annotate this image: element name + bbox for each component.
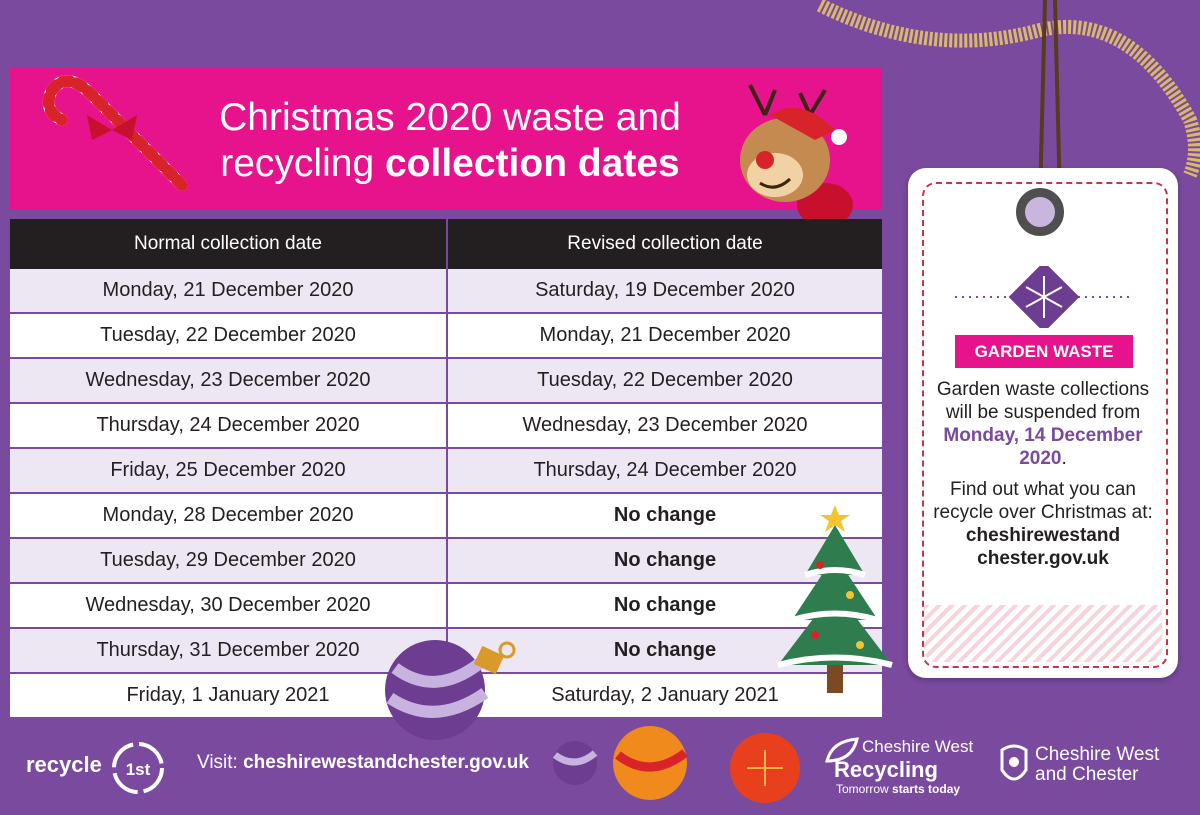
normal-date: Tuesday, 22 December 2020 [10, 313, 448, 359]
normal-date: Friday, 1 January 2021 [10, 673, 448, 719]
table-row: Wednesday, 30 December 2020 No change [10, 583, 882, 629]
normal-date: Monday, 21 December 2020 [10, 269, 448, 314]
header-revised-date: Revised collection date [447, 219, 882, 269]
table-row: Thursday, 24 December 2020 Wednesday, 23 … [10, 403, 882, 449]
garden-text-2: Find out what you can recycle over Chris… [933, 479, 1153, 523]
snowflake-icon [955, 266, 1133, 328]
cwr-tagline: Tomorrow starts today [836, 782, 960, 796]
normal-date: Wednesday, 30 December 2020 [10, 583, 448, 629]
normal-date: Thursday, 24 December 2020 [10, 403, 448, 449]
recycle-first-badge: 1st [126, 760, 151, 779]
normal-date: Wednesday, 23 December 2020 [10, 358, 448, 404]
cwr-tagline-normal: Tomorrow [836, 782, 893, 796]
garden-text-1: Garden waste collections will be suspend… [936, 379, 1150, 423]
revised-date: Saturday, 19 December 2020 [447, 269, 882, 314]
title-line1: Christmas 2020 waste and [219, 96, 681, 139]
tag-string [1038, 0, 1062, 201]
title-line2-normal: recycling [220, 142, 385, 185]
revised-date: No change [447, 583, 882, 629]
table-row: Wednesday, 23 December 2020 Tuesday, 22 D… [10, 358, 882, 404]
header-normal-date: Normal collection date [10, 219, 448, 269]
council-line2: and Chester [1035, 764, 1139, 785]
title-banner [10, 67, 882, 210]
purple-bauble-icon [385, 640, 516, 740]
revised-date: Tuesday, 22 December 2020 [447, 358, 882, 404]
table-row: Tuesday, 22 December 2020 Monday, 21 Dece… [10, 313, 882, 359]
normal-date: Friday, 25 December 2020 [10, 448, 448, 494]
garden-suspension-date: Monday, 14 December 2020 [943, 425, 1143, 469]
title-line2: recycling collection dates [160, 141, 740, 187]
table-row: Friday, 25 December 2020 Thursday, 24 Dec… [10, 448, 882, 494]
revised-date: Thursday, 24 December 2020 [447, 448, 882, 494]
garden-site-link[interactable]: cheshirewestand chester.gov.uk [965, 525, 1121, 569]
revised-date: Saturday, 2 January 2021 [447, 673, 882, 719]
table-row: Thursday, 31 December 2020 No change [10, 628, 882, 674]
normal-date: Thursday, 31 December 2020 [10, 628, 448, 674]
table-header-row: Normal collection date Revised collectio… [10, 219, 882, 269]
recycle-first-logo: 1st [112, 742, 164, 794]
footer-baubles [552, 726, 800, 803]
table-row: Friday, 1 January 2021 Saturday, 2 Januar… [10, 673, 882, 719]
visit-url-link[interactable]: cheshirewestandchester.gov.uk [243, 752, 529, 773]
garden-waste-tag [908, 168, 1178, 678]
table-row: Monday, 28 December 2020 No change [10, 493, 882, 539]
revised-date: No change [447, 493, 882, 539]
reindeer-icon [740, 84, 853, 227]
title-line2-bold: collection dates [384, 142, 680, 185]
candy-cane-icon [42, 75, 188, 191]
visit-label: Visit: [197, 752, 244, 773]
tag-dashed-border [922, 182, 1168, 668]
council-crest-icon [1000, 744, 1028, 781]
table-row: Monday, 21 December 2020 Saturday, 19 Dec… [10, 269, 882, 314]
cwr-tagline-bold: starts today [892, 782, 961, 796]
revised-date: Monday, 21 December 2020 [447, 313, 882, 359]
leaf-icon [825, 737, 859, 763]
normal-date: Monday, 28 December 2020 [10, 493, 448, 539]
normal-date: Tuesday, 29 December 2020 [10, 538, 448, 584]
cwr-logo-recycling: Recycling [834, 757, 938, 782]
tag-hole [1016, 188, 1064, 236]
tinsel-decoration [816, 0, 1200, 178]
cwr-logo-name: Cheshire West [862, 737, 974, 756]
garden-date-line: Monday, 14 December 2020. [943, 425, 1143, 469]
table-row: Tuesday, 29 December 2020 No change [10, 538, 882, 584]
council-logo-text: Cheshire West and Chester [1035, 745, 1159, 785]
recycle-first-logo-text: recycle [26, 752, 102, 777]
council-line1: Cheshire West [1035, 744, 1160, 765]
garden-waste-label: GARDEN WASTE [955, 335, 1133, 368]
page-title: Christmas 2020 waste and recycling colle… [160, 95, 740, 187]
collection-dates-table: Normal collection date Revised collectio… [10, 219, 882, 719]
garden-waste-text: Garden waste collections will be suspend… [930, 378, 1156, 570]
tag-stripes [924, 605, 1162, 662]
revised-date: Wednesday, 23 December 2020 [447, 403, 882, 449]
visit-line: Visit: cheshirewestandchester.gov.uk [197, 752, 529, 774]
christmas-tree-icon [777, 505, 893, 693]
